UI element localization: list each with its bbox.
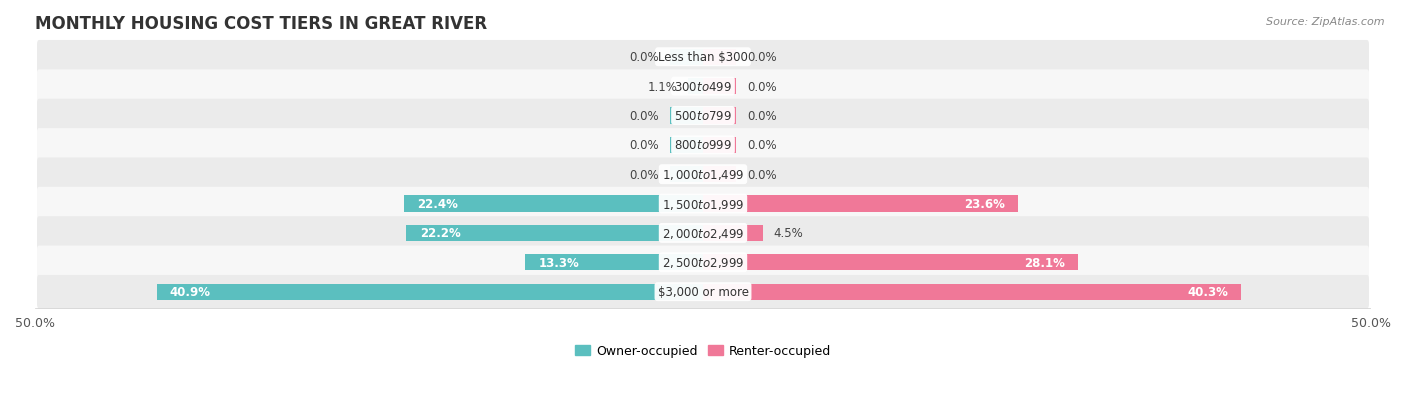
Bar	[703, 138, 737, 154]
Text: 0.0%: 0.0%	[747, 168, 776, 181]
Text: Source: ZipAtlas.com: Source: ZipAtlas.com	[1267, 17, 1385, 26]
Text: $1,500 to $1,999: $1,500 to $1,999	[662, 197, 744, 211]
Bar	[703, 50, 737, 66]
Text: 0.0%: 0.0%	[747, 51, 776, 64]
Bar	[406, 225, 703, 242]
Text: $2,500 to $2,999: $2,500 to $2,999	[662, 256, 744, 270]
Bar	[703, 108, 737, 124]
Text: $3,000 or more: $3,000 or more	[658, 285, 748, 299]
Text: $1,000 to $1,499: $1,000 to $1,499	[662, 168, 744, 182]
FancyBboxPatch shape	[37, 70, 1369, 104]
Text: 0.0%: 0.0%	[747, 139, 776, 152]
Legend: Owner-occupied, Renter-occupied: Owner-occupied, Renter-occupied	[569, 339, 837, 363]
FancyBboxPatch shape	[37, 100, 1369, 133]
Text: MONTHLY HOUSING COST TIERS IN GREAT RIVER: MONTHLY HOUSING COST TIERS IN GREAT RIVE…	[35, 15, 486, 33]
Text: 0.0%: 0.0%	[630, 110, 659, 123]
Text: $500 to $799: $500 to $799	[673, 110, 733, 123]
Text: 23.6%: 23.6%	[965, 197, 1005, 211]
FancyBboxPatch shape	[37, 275, 1369, 309]
Text: 0.0%: 0.0%	[630, 168, 659, 181]
Bar	[703, 254, 1078, 271]
Text: 0.0%: 0.0%	[630, 51, 659, 64]
Bar	[703, 79, 737, 95]
Text: 0.0%: 0.0%	[747, 81, 776, 93]
Bar	[703, 284, 1241, 300]
Text: $300 to $499: $300 to $499	[673, 81, 733, 93]
Bar	[669, 138, 703, 154]
Bar	[526, 254, 703, 271]
Bar	[703, 196, 1018, 212]
Bar	[669, 108, 703, 124]
Text: 0.0%: 0.0%	[630, 139, 659, 152]
Text: Less than $300: Less than $300	[658, 51, 748, 64]
Text: 4.5%: 4.5%	[773, 227, 804, 240]
FancyBboxPatch shape	[37, 217, 1369, 250]
Text: 13.3%: 13.3%	[538, 256, 579, 269]
Bar	[703, 225, 763, 242]
Text: 40.9%: 40.9%	[170, 285, 211, 299]
Text: $800 to $999: $800 to $999	[673, 139, 733, 152]
Text: 40.3%: 40.3%	[1187, 285, 1227, 299]
FancyBboxPatch shape	[37, 246, 1369, 279]
Text: 1.1%: 1.1%	[648, 81, 678, 93]
Text: 0.0%: 0.0%	[747, 110, 776, 123]
Bar	[703, 167, 737, 183]
FancyBboxPatch shape	[37, 129, 1369, 162]
FancyBboxPatch shape	[37, 41, 1369, 74]
Text: 28.1%: 28.1%	[1024, 256, 1066, 269]
Text: $2,000 to $2,499: $2,000 to $2,499	[662, 226, 744, 240]
FancyBboxPatch shape	[37, 158, 1369, 192]
Bar	[689, 79, 703, 95]
Text: 22.2%: 22.2%	[420, 227, 461, 240]
Bar	[669, 167, 703, 183]
Text: 22.4%: 22.4%	[418, 197, 458, 211]
Bar	[404, 196, 703, 212]
Bar	[669, 50, 703, 66]
FancyBboxPatch shape	[37, 188, 1369, 221]
Bar	[156, 284, 703, 300]
